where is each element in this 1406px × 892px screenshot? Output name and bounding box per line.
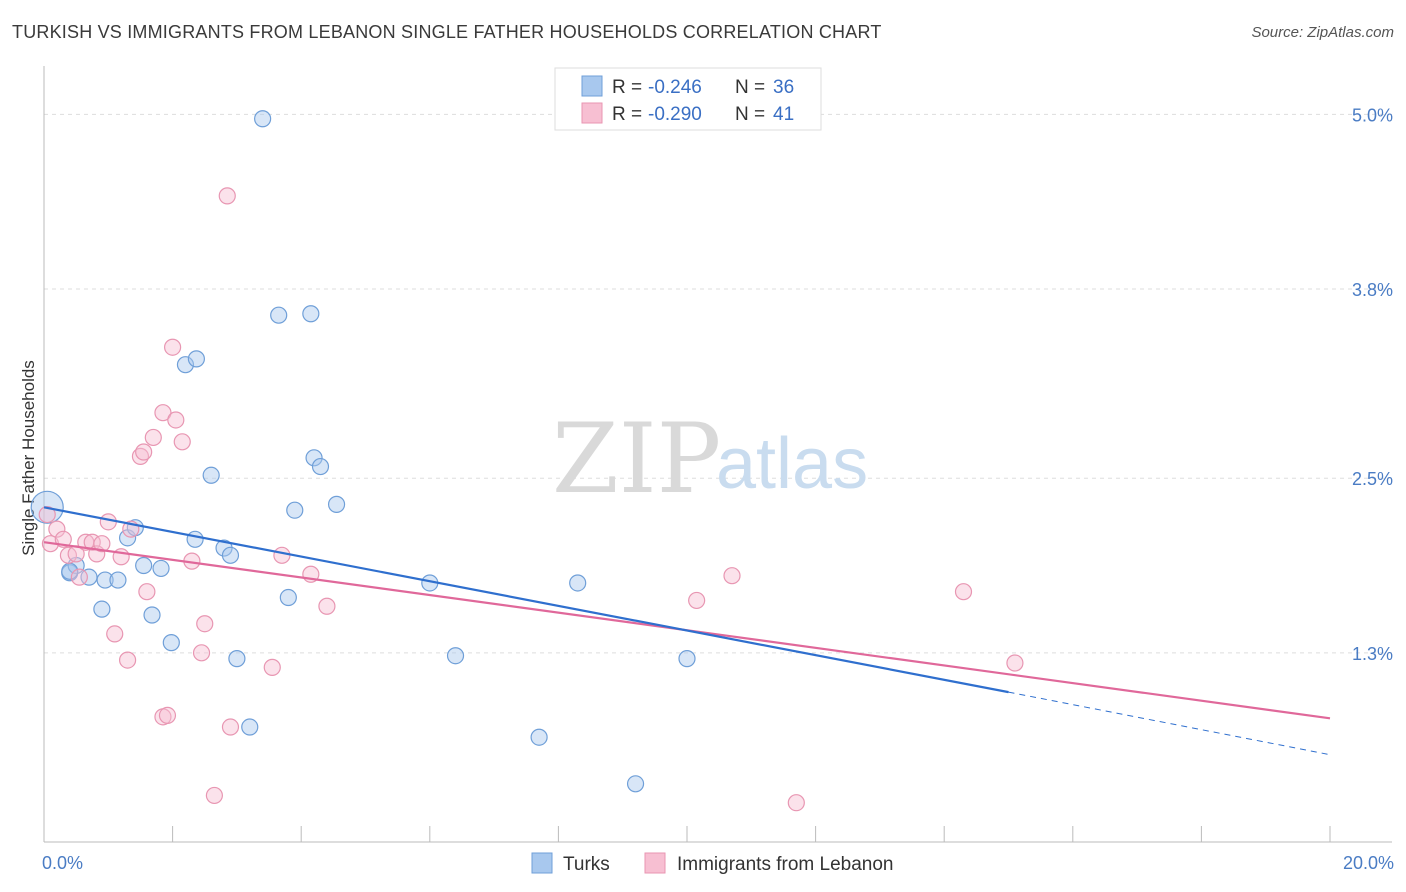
legend-r-label-turks: R = bbox=[612, 77, 642, 98]
point-turks bbox=[279, 588, 297, 607]
point-turks bbox=[143, 606, 161, 624]
point-turks bbox=[254, 110, 272, 128]
point-turks bbox=[152, 559, 170, 578]
point-lebanon bbox=[723, 567, 741, 585]
point-turks bbox=[327, 495, 346, 513]
point-lebanon bbox=[263, 658, 281, 676]
y-tick-label: 2.5% bbox=[1352, 469, 1393, 489]
bottom-legend-swatch-turks bbox=[531, 852, 553, 874]
point-turks bbox=[93, 600, 111, 618]
point-turks bbox=[186, 530, 204, 548]
point-lebanon bbox=[1006, 654, 1024, 672]
point-turks bbox=[270, 306, 288, 324]
point-turks bbox=[678, 650, 696, 668]
legend-r-label-lebanon: R = bbox=[612, 104, 642, 125]
x-tick-labels: 0.0% 20.0% bbox=[42, 853, 1394, 873]
trend-lines bbox=[43, 506, 1331, 756]
point-lebanon bbox=[48, 520, 66, 538]
point-lebanon bbox=[99, 513, 117, 531]
legend-swatch-lebanon bbox=[581, 102, 603, 124]
point-lebanon bbox=[138, 583, 156, 601]
point-turks bbox=[569, 574, 587, 592]
point-turks bbox=[530, 728, 548, 746]
legend-r-value-lebanon: -0.290 bbox=[648, 104, 702, 125]
top-legend: R = -0.246 N = 36 R = -0.290 N = 41 bbox=[554, 67, 822, 131]
legend-n-label-lebanon: N = bbox=[735, 104, 765, 125]
point-turks bbox=[135, 556, 153, 575]
axes bbox=[43, 66, 1392, 843]
point-lebanon bbox=[106, 625, 124, 643]
grid-lines bbox=[44, 113, 1392, 654]
series-lebanon-points bbox=[38, 187, 1024, 812]
bottom-legend-label-turks: Turks bbox=[563, 854, 610, 875]
y-tick-labels: 1.3% 2.5% 3.8% 5.0% bbox=[1352, 105, 1393, 663]
point-lebanon bbox=[221, 718, 240, 736]
point-turks bbox=[241, 718, 259, 736]
bottom-legend-label-lebanon: Immigrants from Lebanon bbox=[677, 854, 894, 875]
point-lebanon bbox=[158, 706, 177, 724]
point-lebanon bbox=[688, 591, 706, 610]
point-lebanon bbox=[192, 644, 211, 662]
point-turks bbox=[228, 650, 246, 668]
point-turks bbox=[305, 449, 323, 467]
point-lebanon bbox=[273, 546, 291, 564]
point-turks bbox=[187, 350, 205, 368]
legend-r-value-turks: -0.246 bbox=[648, 77, 702, 98]
point-turks bbox=[311, 457, 330, 476]
point-turks bbox=[109, 571, 127, 589]
point-turks bbox=[176, 356, 195, 374]
x-tick-label-max: 20.0% bbox=[1343, 853, 1394, 873]
point-lebanon bbox=[154, 404, 172, 422]
point-turks bbox=[162, 634, 180, 652]
point-lebanon bbox=[954, 583, 973, 601]
watermark: ZIP atlas bbox=[552, 403, 868, 515]
y-tick-label: 3.8% bbox=[1352, 280, 1393, 300]
point-lebanon bbox=[218, 187, 236, 205]
point-turks bbox=[286, 501, 304, 519]
point-lebanon bbox=[173, 433, 191, 451]
y-tick-label: 1.3% bbox=[1352, 644, 1393, 664]
point-lebanon bbox=[196, 615, 214, 633]
point-lebanon bbox=[318, 597, 336, 615]
y-axis-label: Single Father Households bbox=[19, 360, 38, 556]
point-turks bbox=[302, 305, 320, 323]
source-credit: Source: ZipAtlas.com bbox=[1251, 24, 1394, 41]
y-tick-label: 5.0% bbox=[1352, 105, 1393, 125]
point-lebanon bbox=[164, 338, 182, 356]
watermark-atlas: atlas bbox=[716, 424, 868, 504]
point-turks bbox=[446, 647, 465, 665]
x-tick-label-min: 0.0% bbox=[42, 853, 83, 873]
trend-line-turks-extension bbox=[1008, 691, 1331, 756]
point-lebanon bbox=[70, 568, 88, 586]
point-lebanon bbox=[93, 535, 111, 553]
legend-n-label-turks: N = bbox=[735, 77, 765, 98]
watermark-zip: ZIP bbox=[552, 403, 721, 515]
legend-n-value-lebanon: 41 bbox=[773, 104, 794, 125]
point-lebanon bbox=[135, 443, 153, 461]
point-turks bbox=[626, 775, 645, 793]
point-turks bbox=[96, 571, 114, 589]
point-lebanon bbox=[118, 651, 137, 669]
point-lebanon bbox=[205, 786, 223, 805]
point-turks bbox=[202, 466, 220, 484]
bottom-legend: Turks Immigrants from Lebanon bbox=[531, 852, 894, 875]
chart-title: TURKISH VS IMMIGRANTS FROM LEBANON SINGL… bbox=[12, 22, 882, 42]
point-lebanon bbox=[167, 411, 185, 429]
point-lebanon bbox=[787, 794, 805, 812]
legend-swatch-turks bbox=[581, 75, 603, 97]
bottom-legend-swatch-lebanon bbox=[644, 852, 666, 874]
point-lebanon bbox=[144, 428, 162, 447]
trend-line-turks bbox=[43, 506, 1009, 694]
legend-n-value-turks: 36 bbox=[773, 77, 794, 98]
point-lebanon bbox=[38, 505, 56, 524]
point-turks bbox=[221, 546, 240, 564]
